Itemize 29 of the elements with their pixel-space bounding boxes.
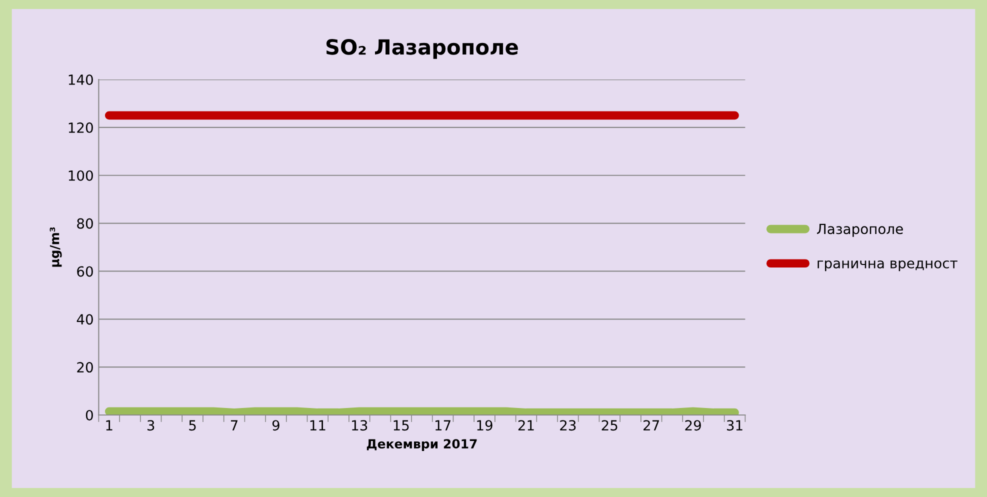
x-tick-label: 3 — [147, 420, 154, 431]
x-tick-label: 7 — [230, 420, 238, 430]
legend-label: гранична вредност — [818, 260, 958, 272]
x-tick-label: 9 — [272, 420, 280, 431]
x-tick-label: 13 — [352, 420, 368, 431]
y-tick-label: 60 — [77, 266, 93, 277]
y-tick-label: 80 — [77, 218, 93, 229]
x-tick-label: 29 — [685, 420, 701, 431]
x-tick-label: 23 — [560, 420, 576, 431]
x-tick-label: 27 — [644, 420, 659, 430]
y-tick-label: 0 — [86, 410, 93, 420]
x-tick-label: 17 — [435, 420, 450, 430]
x-tick-label: 25 — [602, 420, 618, 431]
x-tick-label: 15 — [394, 420, 409, 431]
y-tick-label: 120 — [68, 122, 93, 133]
y-tick-label: 100 — [68, 170, 93, 181]
x-tick-label: 31 — [726, 420, 742, 431]
chart-title: SO₂ Лазарополе — [326, 39, 518, 59]
x-axis-title: Декември 2017 — [366, 439, 477, 451]
x-tick-label: 19 — [477, 420, 492, 431]
y-tick-label: 140 — [68, 74, 93, 85]
x-tick-label: 11 — [310, 420, 326, 430]
x-tick-label: 21 — [518, 420, 534, 430]
y-axis-title: µg/m³ — [50, 227, 62, 267]
x-tick-label: 5 — [189, 420, 196, 431]
legend-label: Лазарополе — [817, 224, 903, 237]
x-tick-label: 1 — [106, 420, 112, 430]
y-tick-label: 40 — [76, 314, 93, 325]
y-tick-label: 20 — [77, 362, 93, 373]
